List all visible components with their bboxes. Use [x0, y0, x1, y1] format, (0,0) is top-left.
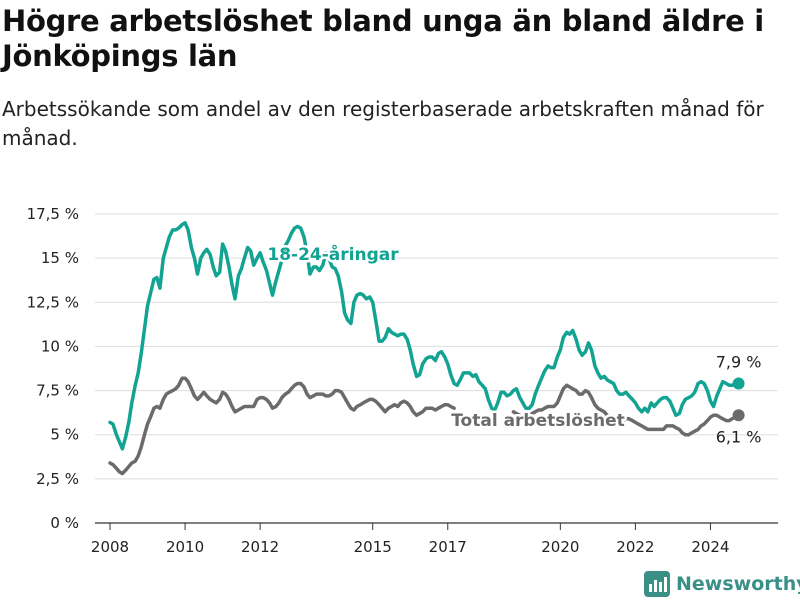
x-tick-label: 2015	[354, 538, 392, 556]
x-tick-label: 2017	[429, 538, 467, 556]
axes: 0 % 2,5 % 5 % 7,5 % 10 % 12,5 % 15 % 17,5 % 2008…	[27, 205, 778, 556]
y-tick-label: 17,5 %	[27, 205, 79, 223]
x-tick-label: 2010	[166, 538, 204, 556]
x-tick-label: 2020	[541, 538, 579, 556]
brand-logo: Newsworthy	[644, 569, 800, 599]
brand-name: Newsworthy	[676, 573, 800, 595]
series	[108, 221, 745, 476]
series-end-point	[732, 409, 745, 422]
y-tick-label: 5 %	[50, 426, 79, 444]
chart-subtitle: Arbetssökande som andel av den registerb…	[2, 97, 764, 150]
chart-title: Högre arbetslöshet bland unga än bland ä…	[2, 4, 764, 73]
young-series-line	[108, 221, 741, 451]
y-tick-label: 12,5 %	[27, 293, 79, 311]
y-tick-label: 15 %	[41, 249, 79, 267]
x-tick-label: 2022	[616, 538, 654, 556]
y-tick-label: 10 %	[41, 337, 79, 355]
series-end-point	[732, 377, 745, 390]
grid	[95, 213, 778, 480]
x-tick-label: 2024	[691, 538, 729, 556]
y-tick-label: 0 %	[50, 514, 79, 532]
total-series-line	[108, 376, 456, 476]
total-series-label: Total arbetslöshet	[451, 411, 625, 431]
young-end-value-label: 7,9 %	[716, 353, 762, 372]
total-end-value-label: 6,1 %	[716, 427, 762, 446]
x-tick-label: 2012	[241, 538, 279, 556]
y-tick-label: 2,5 %	[36, 470, 79, 488]
newsworthy-icon	[644, 571, 670, 597]
labels: 18-24-åringar Total arbetslöshet 7,9 % 6,1 …	[265, 241, 762, 447]
x-tick-label: 2008	[91, 538, 129, 556]
young-series-label: 18-24-åringar	[267, 243, 399, 265]
total-series-line	[511, 383, 741, 437]
y-tick-label: 7,5 %	[36, 382, 79, 400]
